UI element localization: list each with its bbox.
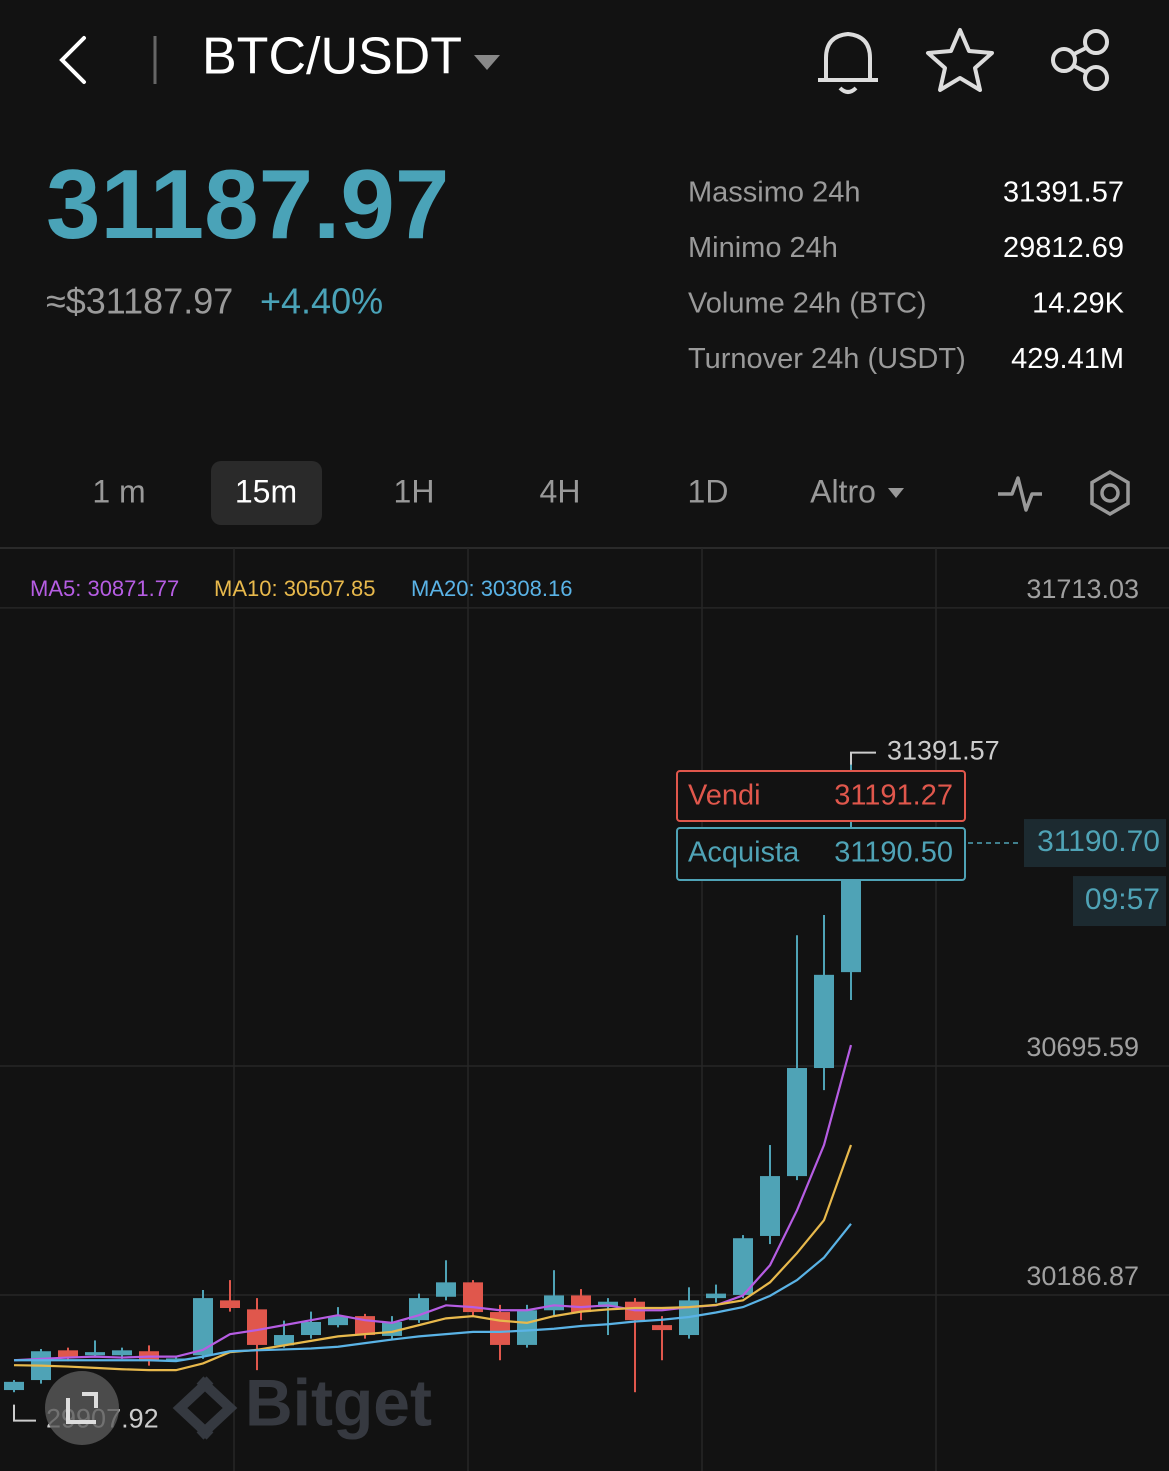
ma-line bbox=[13, 1144, 853, 1372]
low-marker-line bbox=[13, 1404, 36, 1422]
timeframe-tab[interactable]: 1H bbox=[394, 473, 435, 509]
bell-icon[interactable] bbox=[818, 32, 878, 94]
candle-body bbox=[814, 974, 834, 1069]
countdown-box bbox=[1073, 876, 1166, 927]
settings-icon[interactable] bbox=[1090, 469, 1130, 517]
stats: Massimo 24h 31391.57 Minimo 24h 29812.69 Vol… bbox=[688, 177, 1125, 376]
y-tick-label: 30695.59 bbox=[1026, 1032, 1139, 1062]
candle-body bbox=[166, 1358, 186, 1361]
back-button[interactable] bbox=[59, 36, 86, 84]
high-marker-label: 31391.57 bbox=[887, 736, 1000, 766]
timeframe-tab[interactable]: 15m bbox=[235, 473, 297, 509]
pair-dropdown[interactable] bbox=[474, 55, 500, 70]
ma-line bbox=[14, 1223, 852, 1363]
candle-body bbox=[517, 1310, 537, 1345]
candle-body bbox=[85, 1352, 105, 1356]
candle-body bbox=[328, 1316, 348, 1326]
buy-price: 31190.50 bbox=[834, 837, 953, 869]
fullscreen-icon bbox=[66, 1392, 98, 1424]
legend-entry: MA10: 30507.85 bbox=[214, 576, 375, 601]
active-timeframe-bg bbox=[211, 461, 322, 525]
y-tick-label: 31713.03 bbox=[1026, 574, 1139, 604]
stat-value: 31391.57 bbox=[1003, 177, 1124, 209]
last-price: 31187.97 bbox=[46, 149, 449, 259]
fullscreen-button[interactable] bbox=[45, 1371, 119, 1445]
timeframe-tab[interactable]: 1D bbox=[688, 473, 729, 509]
stat-value: 29812.69 bbox=[1003, 232, 1124, 264]
sell-label: Vendi bbox=[688, 780, 761, 812]
star-icon[interactable] bbox=[926, 28, 994, 92]
buy-label: Acquista bbox=[688, 837, 800, 869]
indicator-icon[interactable] bbox=[998, 476, 1042, 512]
candle-body bbox=[4, 1381, 24, 1391]
pair-title[interactable]: BTC/USDT bbox=[202, 28, 462, 86]
candle-body bbox=[274, 1335, 294, 1346]
current-price-label: 31190.70 bbox=[1037, 825, 1160, 858]
candle-body bbox=[463, 1282, 483, 1313]
price-change: +4.40% bbox=[260, 281, 383, 322]
candle-body bbox=[382, 1321, 402, 1336]
watermark: Bitget bbox=[245, 1365, 432, 1439]
high-marker-line bbox=[850, 751, 876, 765]
chart: 31713.03 30695.59 30186.87 MA5: 30871.77 MA1… bbox=[0, 574, 1169, 1434]
candle-body bbox=[544, 1295, 564, 1311]
stat-label: Volume 24h (BTC) bbox=[688, 288, 927, 320]
sell-box[interactable] bbox=[676, 770, 966, 822]
stat-value: 14.29K bbox=[1032, 288, 1125, 320]
stat-value: 429.41M bbox=[1011, 343, 1124, 375]
y-tick-label: 30186.87 bbox=[1026, 1261, 1139, 1291]
candle-body bbox=[652, 1325, 672, 1331]
countdown: 09:57 bbox=[1085, 883, 1160, 916]
current-price-box bbox=[1024, 819, 1166, 868]
candle-body bbox=[220, 1300, 240, 1309]
candle-body bbox=[409, 1298, 429, 1321]
timeframe-tab[interactable]: Altro bbox=[810, 473, 876, 509]
timeframe-tab[interactable]: 4H bbox=[540, 473, 581, 509]
legend-entry: MA20: 30308.16 bbox=[411, 576, 572, 601]
candle-body bbox=[706, 1293, 726, 1299]
timeframes: 1 m 15m 1H 4H 1D Altro bbox=[92, 473, 876, 509]
candle-body bbox=[193, 1298, 213, 1356]
candle-body bbox=[58, 1350, 78, 1358]
legend-entry: MA5: 30871.77 bbox=[30, 576, 179, 601]
candle-body bbox=[490, 1312, 510, 1345]
candle-body bbox=[112, 1350, 132, 1356]
candle-body bbox=[733, 1238, 753, 1295]
watermark-logo bbox=[172, 1376, 238, 1440]
candle-body bbox=[436, 1282, 456, 1297]
timeframe-tab[interactable]: 1 m bbox=[92, 473, 145, 509]
candle-body bbox=[571, 1295, 591, 1313]
more-dropdown[interactable] bbox=[888, 488, 904, 498]
candle-body bbox=[301, 1321, 321, 1336]
candle-body bbox=[787, 1068, 807, 1177]
stat-label: Minimo 24h bbox=[688, 232, 838, 264]
candle-body bbox=[760, 1176, 780, 1236]
sell-price: 31191.27 bbox=[834, 780, 953, 812]
usd-price: ≈$31187.97 bbox=[46, 281, 233, 322]
stat-label: Turnover 24h (USDT) bbox=[688, 343, 966, 375]
stat-label: Massimo 24h bbox=[688, 177, 860, 209]
share-icon[interactable] bbox=[1051, 29, 1109, 91]
candle-body bbox=[247, 1309, 267, 1345]
buy-box[interactable] bbox=[676, 827, 966, 881]
